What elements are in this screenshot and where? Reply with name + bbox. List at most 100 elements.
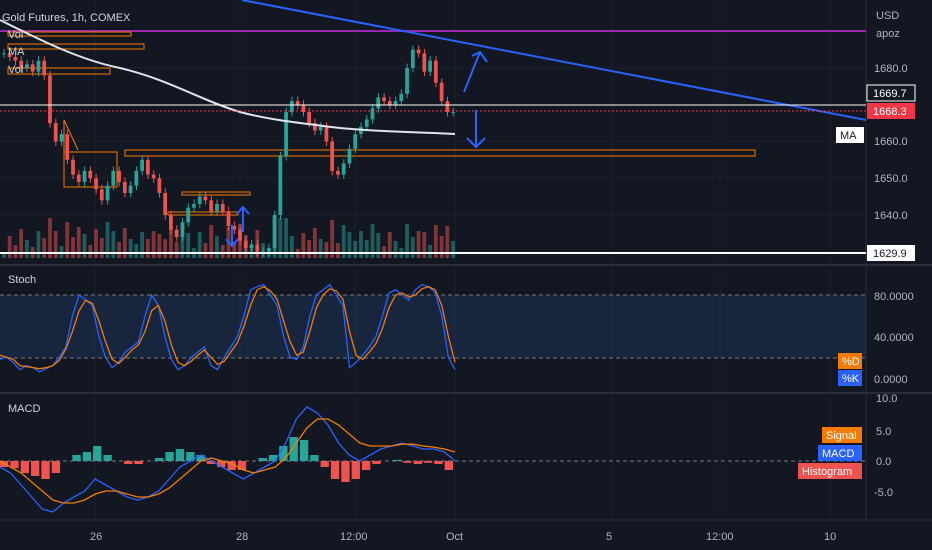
macd-tag-text: MACD [822, 448, 854, 460]
stoch-k-line[interactable] [0, 283, 456, 373]
macd-hist-bar [196, 455, 205, 461]
macd-hist-bar [392, 459, 402, 461]
candle-body [428, 60, 432, 72]
stoch-title[interactable]: Stoch [8, 274, 36, 286]
candle-body [266, 248, 271, 252]
macd-hist-bar [10, 461, 19, 469]
volume-bar [301, 233, 306, 258]
candle-body [220, 203, 225, 212]
orange-zone-2[interactable] [7, 43, 145, 50]
candles [2, 45, 455, 257]
ma-tag-text: MA [840, 130, 857, 142]
candle-body [13, 56, 18, 61]
candle-body [445, 101, 450, 113]
volume-bar [330, 220, 335, 258]
volume-bar [19, 229, 24, 258]
volume-bar [353, 241, 358, 258]
candle-body [405, 68, 409, 94]
legend-ma[interactable]: MA [8, 46, 25, 58]
ma-line[interactable] [0, 19, 456, 135]
macd-tick-neg5: -5.0 [874, 487, 893, 499]
stoch-tick-80: 80.0000 [874, 291, 914, 303]
candle-body [376, 97, 381, 109]
candle-body [307, 112, 312, 124]
macd-hist-bar [93, 446, 102, 461]
volume-bar [25, 240, 29, 258]
orange-zone-3[interactable] [7, 67, 111, 75]
candle-body [399, 93, 404, 102]
volume-bar [387, 232, 392, 258]
candle-body [65, 134, 70, 160]
macd-hist-bar [41, 461, 50, 479]
macd-hist-bar [341, 461, 350, 482]
volume-bar [347, 232, 352, 258]
candle-body [134, 170, 139, 186]
volume-bar [88, 245, 93, 258]
blue-trend-line[interactable] [241, 0, 867, 121]
candle-body [203, 196, 208, 201]
candle-body [25, 64, 29, 68]
macd-line[interactable] [0, 406, 456, 513]
macd-hist-bar [165, 452, 174, 461]
orange-pattern-line[interactable] [63, 119, 79, 185]
currency-label[interactable]: USD [876, 10, 899, 22]
candle-body [30, 64, 35, 72]
time-label-5: 5 [606, 531, 612, 543]
price-tick-1680: 1680.0 [874, 63, 908, 75]
price-tick-1640: 1640.0 [874, 210, 908, 222]
candle-body [197, 196, 202, 204]
time-label-28: 28 [236, 531, 248, 543]
up-arrow-icon[interactable] [463, 50, 488, 93]
volume-bar [94, 229, 98, 258]
candle-body [232, 226, 237, 230]
signal-line[interactable] [0, 418, 456, 504]
candle-body [48, 75, 52, 124]
macd-hist-bar [227, 461, 236, 470]
macd-title[interactable]: MACD [8, 403, 40, 415]
candle-body [370, 108, 375, 120]
volume-bar [145, 239, 150, 258]
macd-hist-bar [351, 461, 360, 479]
down-arrow-icon[interactable] [466, 110, 486, 149]
candle-body [209, 200, 214, 212]
candle-body [416, 49, 421, 54]
orange-zone-1[interactable] [7, 31, 132, 37]
volume-bar [341, 225, 346, 258]
orange-zone-6[interactable] [181, 191, 251, 196]
stoch-k-tag [838, 370, 862, 386]
volume-bar [324, 242, 329, 258]
macd-hist-bar [289, 437, 298, 461]
candle-body [53, 123, 58, 142]
candle-body [393, 101, 398, 105]
volume-bar [65, 222, 70, 258]
stoch-d-tag [838, 353, 862, 369]
volume-bar [134, 244, 139, 258]
candle-body [169, 215, 173, 230]
macd-hist-bar [155, 458, 164, 461]
candle-body [255, 244, 260, 252]
macd-hist-bar [361, 461, 371, 470]
macd-tick-5: 5.0 [876, 426, 891, 438]
volume-bar [7, 236, 12, 258]
signal-tag-text: Signal [826, 430, 857, 442]
macd-hist-bar [413, 461, 422, 464]
axis-tag: apoz [876, 28, 900, 40]
small-arrows-icon[interactable] [225, 205, 250, 248]
volume-bar [48, 218, 52, 258]
stoch-k-tag-text: %K [842, 373, 860, 385]
macd-hist-bar [268, 455, 278, 461]
candle-body [99, 189, 104, 201]
legend-vol-2[interactable]: Vol [8, 64, 23, 76]
time-label-10: 10 [824, 531, 836, 543]
candle-body [387, 101, 392, 105]
candle-body [36, 60, 41, 72]
orange-zone-4[interactable] [124, 149, 756, 157]
macd-hist-bar [403, 461, 412, 463]
volume-bar [36, 231, 41, 258]
macd-hist-bar [372, 461, 381, 464]
volume-bar [393, 241, 398, 258]
legend-vol-1[interactable]: Vol [8, 29, 23, 41]
stoch-d-line[interactable] [0, 285, 456, 370]
volume-bar [318, 239, 323, 258]
